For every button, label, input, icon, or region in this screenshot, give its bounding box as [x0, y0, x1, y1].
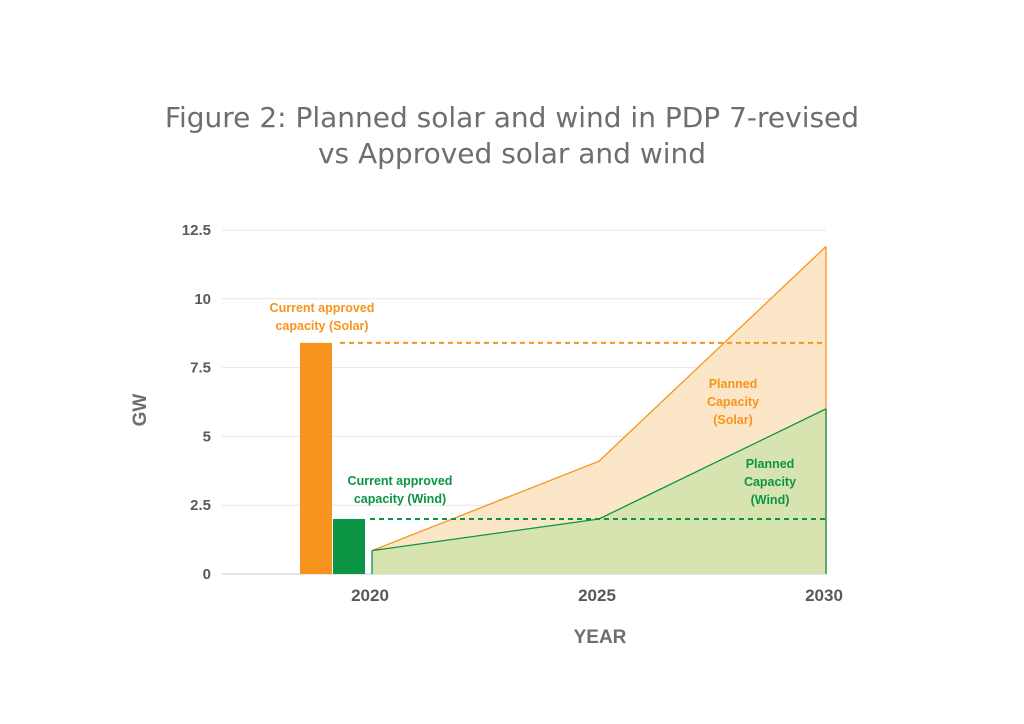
axis-labels: YEAR GW	[130, 394, 627, 648]
x-tick-label: 2025	[578, 586, 616, 605]
y-tick-label: 12.5	[182, 222, 211, 239]
x-axis-label: YEAR	[574, 627, 627, 648]
tick-labels: 0 2.5 5 7.5 10 12.5 2020 2025 2030	[182, 222, 843, 605]
wind-area	[372, 408, 826, 574]
annotation-planned-solar: Capacity	[707, 395, 759, 409]
annotation-approved-solar: capacity (Solar)	[275, 319, 368, 333]
y-tick-label: 2.5	[190, 497, 211, 514]
plot-areas	[371, 246, 827, 574]
annotation-planned-solar: (Solar)	[713, 413, 753, 427]
annotation-planned-wind: Planned	[746, 457, 795, 471]
annotation-planned-wind: (Wind)	[751, 493, 790, 507]
annotations: Current approved capacity (Solar) Current …	[270, 301, 797, 507]
chart-title: Figure 2: Planned solar and wind in PDP …	[0, 100, 1024, 172]
annotation-planned-solar: Planned	[709, 377, 758, 391]
x-tick-label: 2020	[351, 586, 389, 605]
reference-lines	[340, 341, 826, 520]
y-tick-label: 10	[194, 291, 211, 308]
bar-solar-approved	[300, 342, 332, 574]
annotation-approved-wind: capacity (Wind)	[354, 492, 446, 506]
y-tick-label: 7.5	[190, 360, 211, 377]
x-tick-label: 2030	[805, 586, 843, 605]
bars	[300, 342, 365, 574]
bar-wind-approved	[333, 518, 365, 574]
y-tick-label: 5	[203, 428, 211, 445]
y-axis-label: GW	[130, 394, 151, 427]
y-tick-label: 0	[203, 566, 211, 583]
annotation-planned-wind: Capacity	[744, 475, 796, 489]
solar-line	[371, 246, 827, 552]
chart-title-line-1: Figure 2: Planned solar and wind in PDP …	[164, 101, 860, 134]
chart-title-line-2: vs Approved solar and wind	[317, 137, 707, 170]
annotation-approved-solar: Current approved	[270, 301, 375, 315]
annotation-approved-wind: Current approved	[348, 474, 453, 488]
